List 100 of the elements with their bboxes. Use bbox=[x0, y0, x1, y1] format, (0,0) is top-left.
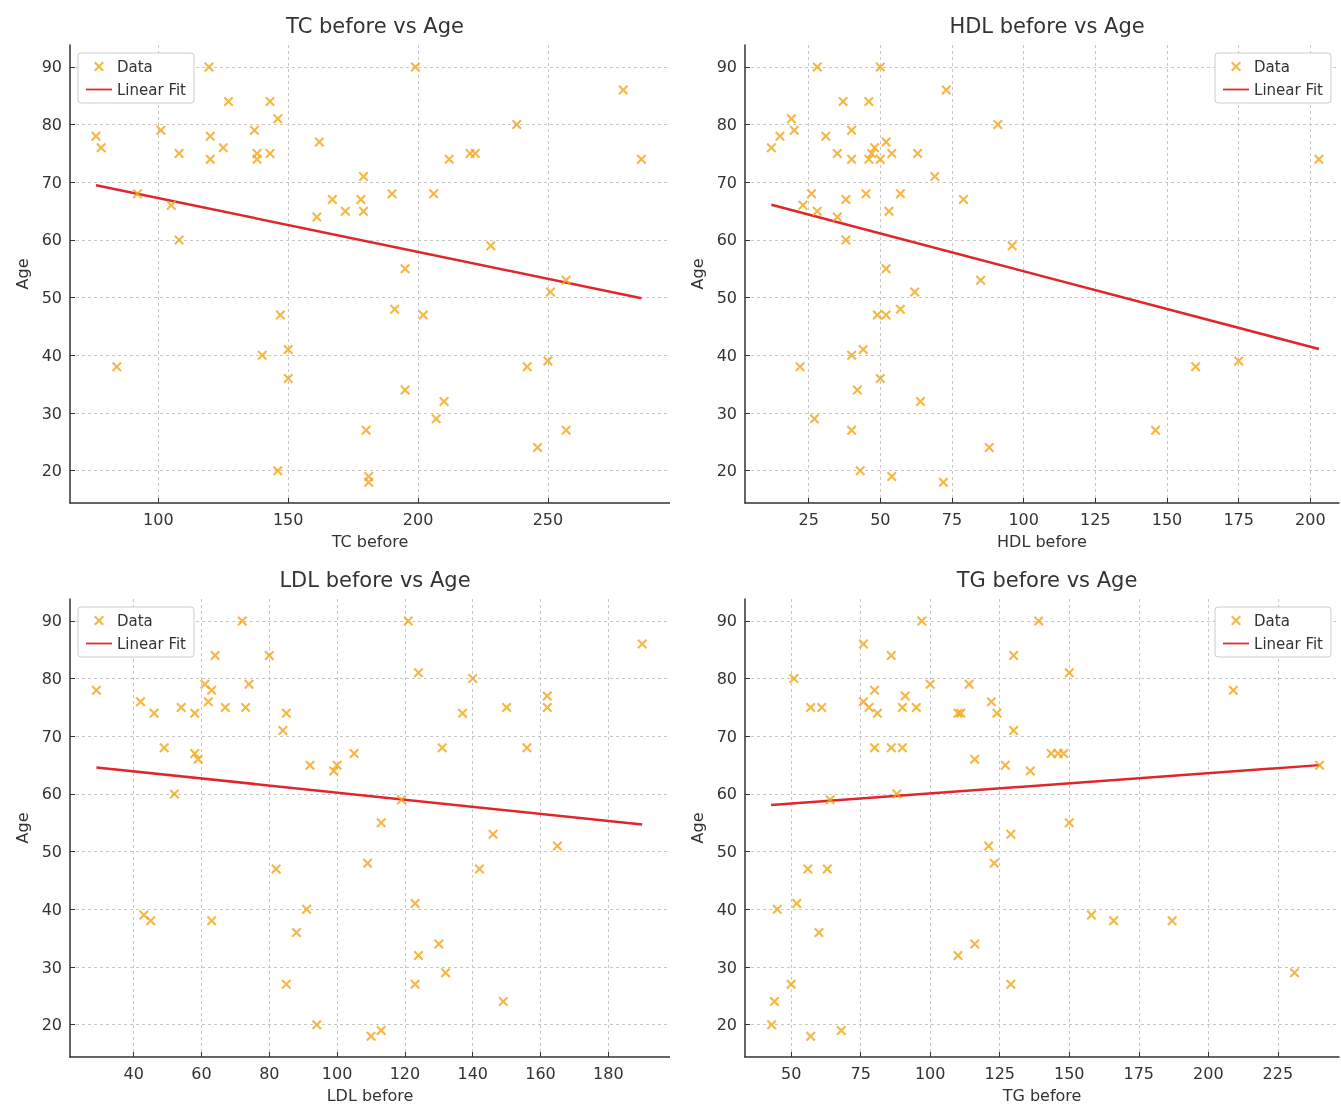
point bbox=[223, 96, 234, 107]
point bbox=[881, 136, 892, 147]
point bbox=[240, 702, 251, 713]
point bbox=[498, 996, 509, 1007]
point bbox=[400, 263, 411, 274]
point bbox=[355, 194, 366, 205]
point bbox=[149, 708, 160, 719]
point bbox=[860, 188, 871, 199]
y-tick-label: 20 bbox=[41, 1015, 62, 1035]
point bbox=[911, 702, 922, 713]
y-axis-title: Age bbox=[13, 812, 33, 844]
point bbox=[1167, 915, 1178, 926]
point bbox=[199, 679, 210, 690]
point bbox=[791, 898, 802, 909]
point bbox=[283, 344, 294, 355]
y-tick-label: 90 bbox=[41, 611, 62, 631]
point bbox=[840, 194, 851, 205]
point bbox=[816, 702, 827, 713]
x-tick-label: 150 bbox=[272, 509, 304, 529]
point bbox=[1005, 979, 1016, 990]
point bbox=[984, 442, 995, 453]
point bbox=[989, 858, 1000, 869]
point bbox=[474, 863, 485, 874]
point bbox=[410, 898, 421, 909]
x-tick-label: 40 bbox=[123, 1063, 144, 1083]
point bbox=[1233, 356, 1244, 367]
x-axis-title: HDL before bbox=[997, 531, 1087, 551]
x-tick-label: 150 bbox=[1053, 1063, 1085, 1083]
point bbox=[206, 685, 217, 696]
point bbox=[561, 425, 572, 436]
point bbox=[897, 742, 908, 753]
point bbox=[875, 373, 886, 384]
point bbox=[1000, 760, 1011, 771]
x-tick-label: 75 bbox=[850, 1063, 871, 1083]
chart-title: HDL before vs Age bbox=[949, 13, 1145, 38]
point bbox=[328, 765, 339, 776]
point bbox=[135, 696, 146, 707]
point bbox=[501, 702, 512, 713]
point bbox=[886, 471, 897, 482]
point bbox=[858, 344, 869, 355]
x-axis-title: LDL before bbox=[326, 1085, 414, 1105]
point bbox=[912, 148, 923, 159]
point bbox=[275, 309, 286, 320]
x-tick-label: 140 bbox=[457, 1063, 488, 1083]
legend-label: Data bbox=[117, 57, 153, 76]
point bbox=[111, 361, 122, 372]
point bbox=[389, 304, 400, 315]
point bbox=[806, 188, 817, 199]
point bbox=[846, 350, 857, 361]
point bbox=[789, 125, 800, 136]
point bbox=[820, 131, 831, 142]
point bbox=[218, 142, 229, 153]
legend-label: Linear Fit bbox=[1254, 634, 1324, 653]
point bbox=[272, 113, 283, 124]
y-tick-label: 60 bbox=[716, 230, 737, 250]
point bbox=[205, 131, 216, 142]
point bbox=[1033, 615, 1044, 626]
point bbox=[542, 702, 553, 713]
point bbox=[812, 61, 823, 72]
point bbox=[915, 396, 926, 407]
point bbox=[376, 817, 387, 828]
point bbox=[264, 650, 275, 661]
point bbox=[840, 234, 851, 245]
point bbox=[838, 96, 849, 107]
point bbox=[872, 309, 883, 320]
point bbox=[805, 702, 816, 713]
point bbox=[311, 1019, 322, 1030]
point bbox=[886, 650, 897, 661]
legend-label: Linear Fit bbox=[117, 634, 187, 653]
x-tick-label: 60 bbox=[191, 1063, 212, 1083]
point bbox=[206, 915, 217, 926]
y-tick-label: 80 bbox=[41, 669, 62, 689]
point bbox=[1314, 760, 1325, 771]
x-tick-label: 180 bbox=[593, 1063, 624, 1083]
legend-label: Data bbox=[1254, 611, 1290, 630]
point bbox=[832, 148, 843, 159]
point bbox=[774, 131, 785, 142]
point bbox=[174, 148, 185, 159]
point bbox=[203, 696, 214, 707]
point bbox=[305, 760, 315, 771]
point bbox=[1008, 725, 1019, 736]
point bbox=[145, 915, 156, 926]
point bbox=[1289, 967, 1300, 978]
point bbox=[886, 742, 897, 753]
point bbox=[975, 275, 986, 286]
point bbox=[485, 240, 496, 251]
point bbox=[521, 742, 532, 753]
point bbox=[618, 84, 629, 95]
x-tick-label: 25 bbox=[798, 509, 819, 529]
point bbox=[410, 61, 421, 72]
y-tick-label: 30 bbox=[716, 957, 737, 977]
x-tick-label: 50 bbox=[870, 509, 891, 529]
point bbox=[363, 477, 374, 488]
y-tick-label: 70 bbox=[41, 726, 62, 746]
point bbox=[376, 1025, 387, 1036]
x-tick-label: 160 bbox=[525, 1063, 556, 1083]
point bbox=[277, 725, 288, 736]
point bbox=[193, 754, 204, 765]
point bbox=[283, 373, 294, 384]
point bbox=[340, 206, 351, 217]
